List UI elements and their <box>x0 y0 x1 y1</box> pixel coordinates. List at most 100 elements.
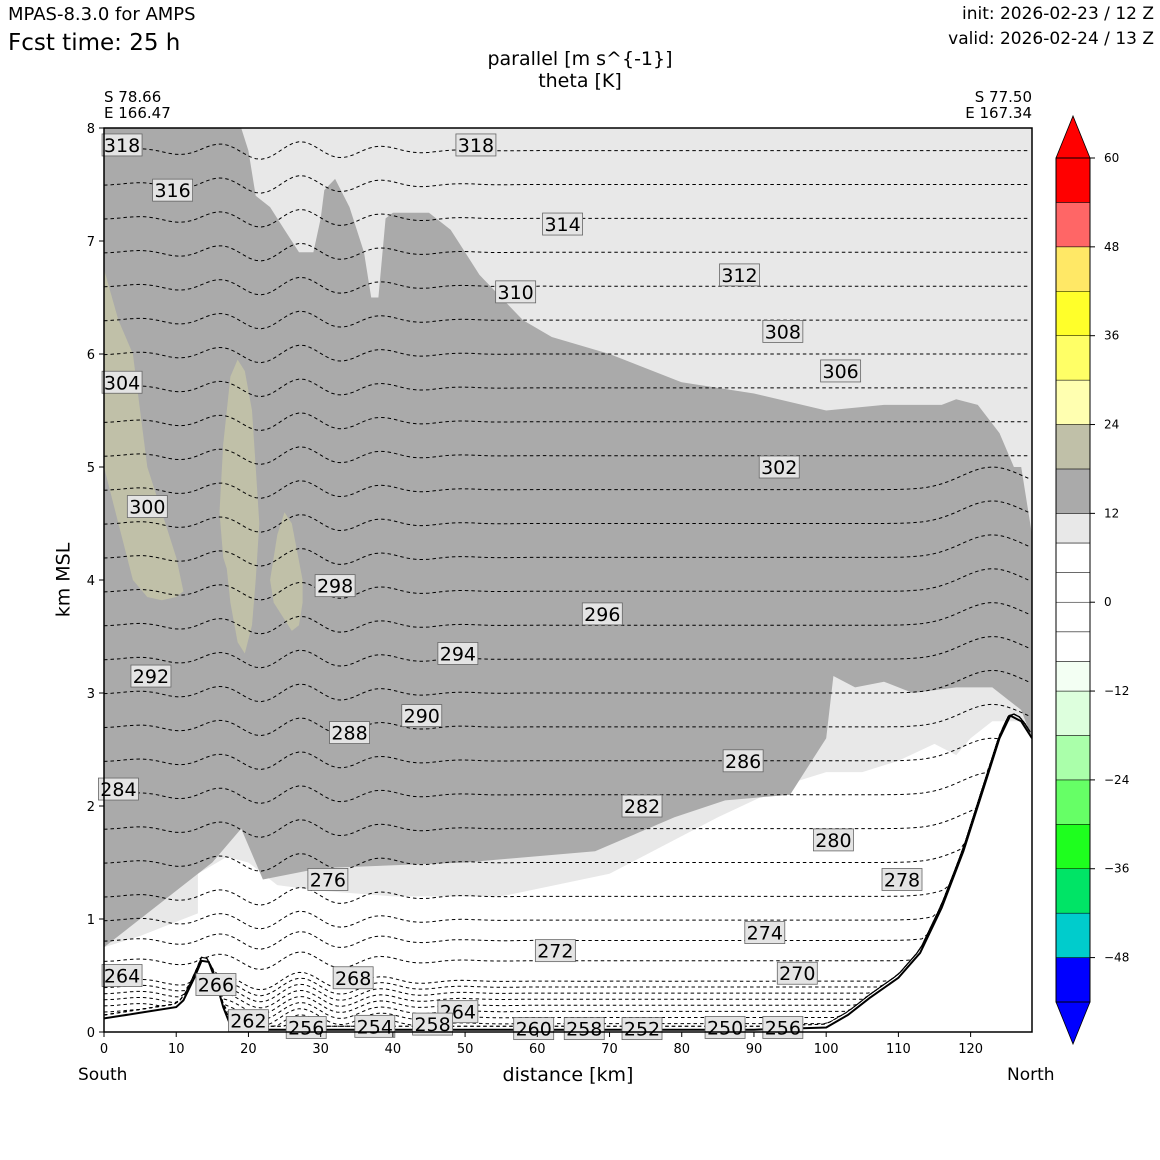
theta-label: 310 <box>495 280 537 304</box>
colorbar-tick-label: −36 <box>1104 862 1129 876</box>
theta-label: 272 <box>534 939 576 963</box>
theta-label: 308 <box>762 319 804 343</box>
theta-label-text: 254 <box>357 1016 393 1038</box>
theta-label-box <box>98 777 139 801</box>
theta-contour-280 <box>104 713 1031 838</box>
shade-region-8-12 <box>530 139 675 275</box>
theta-label-box <box>329 721 370 744</box>
theta-label-box <box>881 868 923 891</box>
colorbar-tick-label: 36 <box>1104 329 1119 343</box>
theta-label-text: 260 <box>516 1019 552 1041</box>
colorbar-segment <box>1055 912 1091 958</box>
theta-label: 318 <box>455 133 497 157</box>
theta-label: 290 <box>401 704 443 728</box>
theta-contour-270 <box>104 713 1031 970</box>
colorbar-segment <box>1055 661 1091 692</box>
y-tick-label: 0 <box>87 1026 95 1041</box>
theta-label-box <box>534 939 576 963</box>
theta-label-text: 300 <box>129 497 165 519</box>
theta-label-text: 268 <box>335 968 371 990</box>
theta-label-text: 258 <box>414 1014 450 1036</box>
theta-label-box <box>513 1017 555 1041</box>
x-tick-label: 110 <box>886 1042 911 1057</box>
theta-contour-272 <box>104 713 1031 950</box>
colorbar-segment <box>1055 424 1091 470</box>
x-tick-label: 120 <box>958 1042 983 1057</box>
theta-label: 256 <box>762 1016 804 1039</box>
theta-label-text: 290 <box>404 706 440 728</box>
colorbar-segment <box>1055 335 1091 381</box>
theta-label: 256 <box>285 1016 327 1039</box>
theta-label: 282 <box>621 794 663 818</box>
theta-label-box <box>719 263 760 287</box>
theta-label-text: 292 <box>133 666 169 688</box>
colorbar-tick-label: 12 <box>1104 506 1119 520</box>
x-tick-label: 40 <box>385 1042 402 1057</box>
theta-label-text: 318 <box>104 135 140 157</box>
theta-contour-314 <box>104 242 1031 262</box>
theta-label-box <box>820 359 862 383</box>
x-tick-label: 80 <box>673 1042 690 1057</box>
colorbar-tick-label: −12 <box>1104 684 1129 698</box>
theta-label-box <box>412 1012 453 1036</box>
theta-label: 260 <box>513 1017 555 1041</box>
north-label: North <box>1007 1065 1055 1085</box>
colorbar-segment <box>1055 631 1091 662</box>
y-tick-label: 4 <box>87 574 95 589</box>
theta-label-text: 316 <box>154 180 190 202</box>
theta-label: 302 <box>758 455 800 479</box>
theta-contour-306 <box>104 378 1031 398</box>
theta-contour-316 <box>104 209 1031 228</box>
theta-label-text: 256 <box>288 1017 324 1039</box>
x-axis-label: distance [km] <box>502 1064 634 1086</box>
x-tick-label: 30 <box>312 1042 329 1057</box>
theta-label: 264 <box>101 964 143 988</box>
colorbar-tick-label: 24 <box>1104 418 1119 432</box>
theta-label-box <box>495 280 537 304</box>
theta-contour-310 <box>104 310 1031 330</box>
theta-label: 306 <box>820 359 862 383</box>
chart-title-theta: theta [K] <box>538 70 622 92</box>
theta-contour-320 <box>104 141 1031 160</box>
theta-label-box <box>621 794 663 818</box>
theta-contour-268 <box>104 713 1031 991</box>
theta-label-text: 294 <box>440 643 476 665</box>
colorbar-segment <box>1055 291 1091 336</box>
theta-label: 268 <box>332 966 374 990</box>
colorbar-segment <box>1055 735 1091 781</box>
theta-label-text: 250 <box>707 1017 743 1039</box>
right-endpoint-lat: S 77.50 <box>974 88 1032 106</box>
colorbar-segment <box>1055 824 1091 869</box>
theta-contour-292 <box>104 602 1031 635</box>
theta-label-text: 298 <box>317 576 353 598</box>
theta-label: 314 <box>542 212 583 236</box>
theta-label-box <box>152 178 194 202</box>
theta-label-text: 318 <box>458 135 494 157</box>
theta-label-box <box>101 133 143 157</box>
theta-label-box <box>195 973 237 996</box>
theta-label: 270 <box>776 961 818 985</box>
theta-contour-308 <box>104 344 1031 364</box>
theta-label-text: 302 <box>761 457 797 479</box>
theta-label: 286 <box>722 749 764 773</box>
forecast-time: Fcst time: 25 h <box>8 30 181 56</box>
colorbar-tick-label: −24 <box>1104 773 1129 787</box>
theta-label-box <box>314 574 356 598</box>
theta-label: 254 <box>354 1014 396 1038</box>
theta-label: 258 <box>563 1017 605 1041</box>
theta-label-box <box>704 1016 746 1039</box>
theta-contour-294 <box>104 568 1031 601</box>
y-tick-label: 3 <box>87 687 95 702</box>
terrain-profile <box>104 714 1032 1031</box>
theta-contour-304 <box>104 412 1031 431</box>
theta-contour-274 <box>104 713 1031 930</box>
theta-label: 288 <box>329 721 370 745</box>
theta-label-text: 286 <box>725 751 761 773</box>
colorbar-segment <box>1055 690 1091 736</box>
chart-title-parallel: parallel [m s^{-1}] <box>487 48 673 70</box>
theta-contour-266 <box>104 713 1031 997</box>
theta-label-text: 270 <box>779 963 815 985</box>
theta-contour-290 <box>104 635 1031 669</box>
theta-label-box <box>285 1016 327 1039</box>
theta-label-box <box>101 370 143 394</box>
